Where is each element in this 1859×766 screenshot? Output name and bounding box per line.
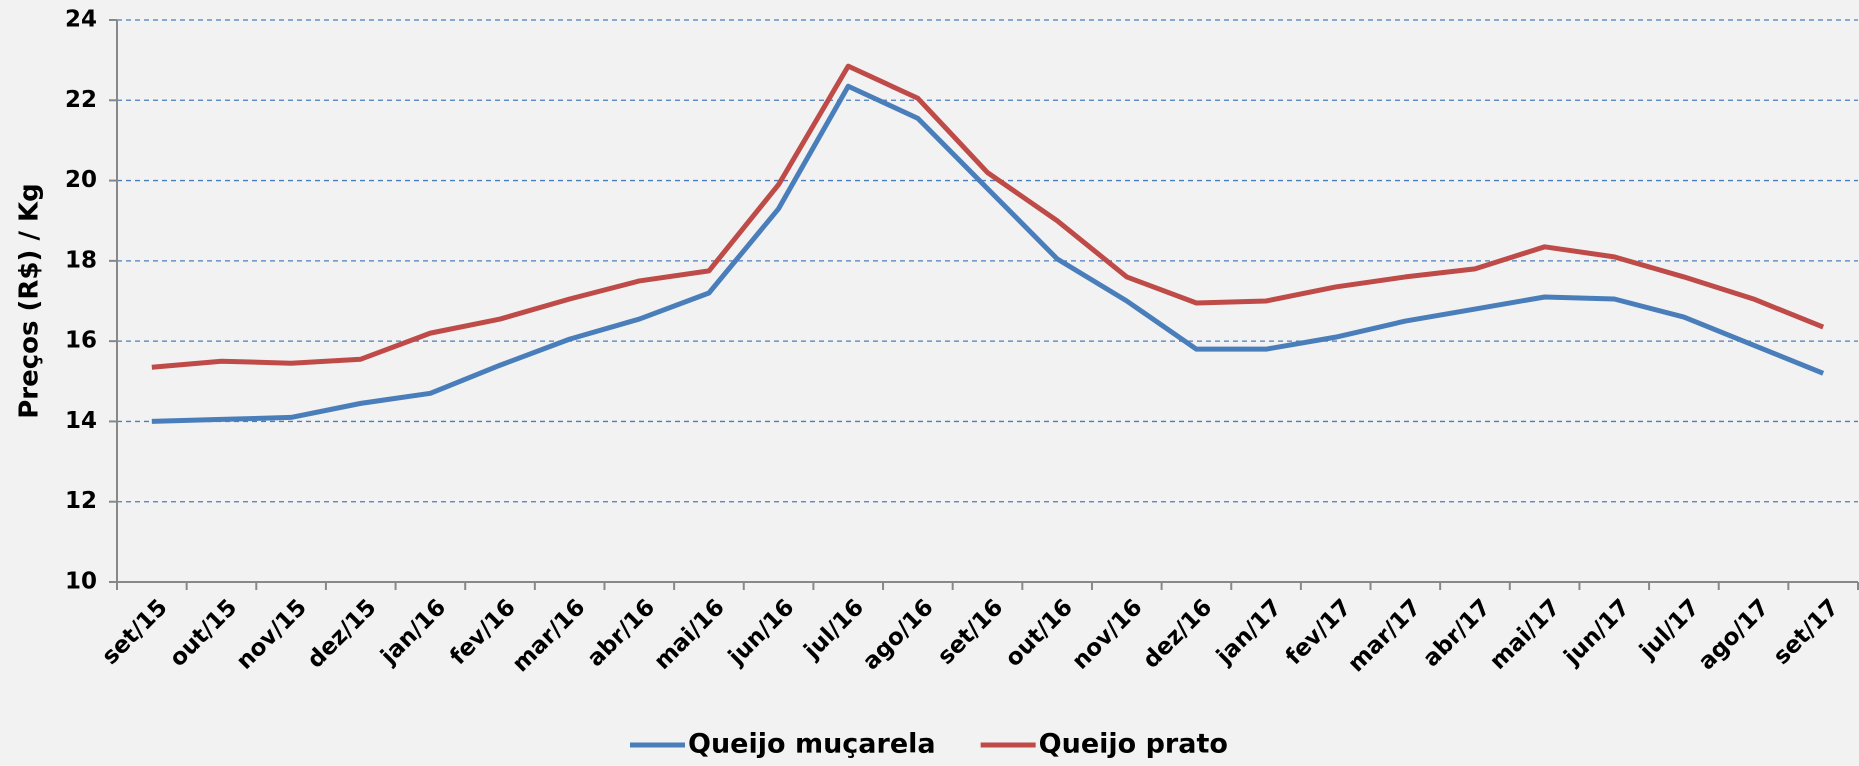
y-axis-label: Preços (R$) / Kg: [15, 183, 45, 419]
y-tick-label: 18: [65, 247, 97, 273]
legend-label: Queijo muçarela: [688, 729, 936, 760]
y-tick-label: 24: [65, 7, 97, 33]
y-tick-label: 12: [65, 488, 97, 514]
y-tick-label: 20: [65, 167, 97, 193]
y-tick-label: 10: [65, 569, 97, 595]
legend-label: Queijo prato: [1039, 729, 1228, 760]
series-line: [151, 83, 1825, 424]
y-tick-label: 16: [65, 328, 97, 354]
y-tick-label: 14: [65, 408, 97, 434]
y-tick-label: 22: [65, 87, 97, 113]
series-line: [151, 63, 1825, 370]
